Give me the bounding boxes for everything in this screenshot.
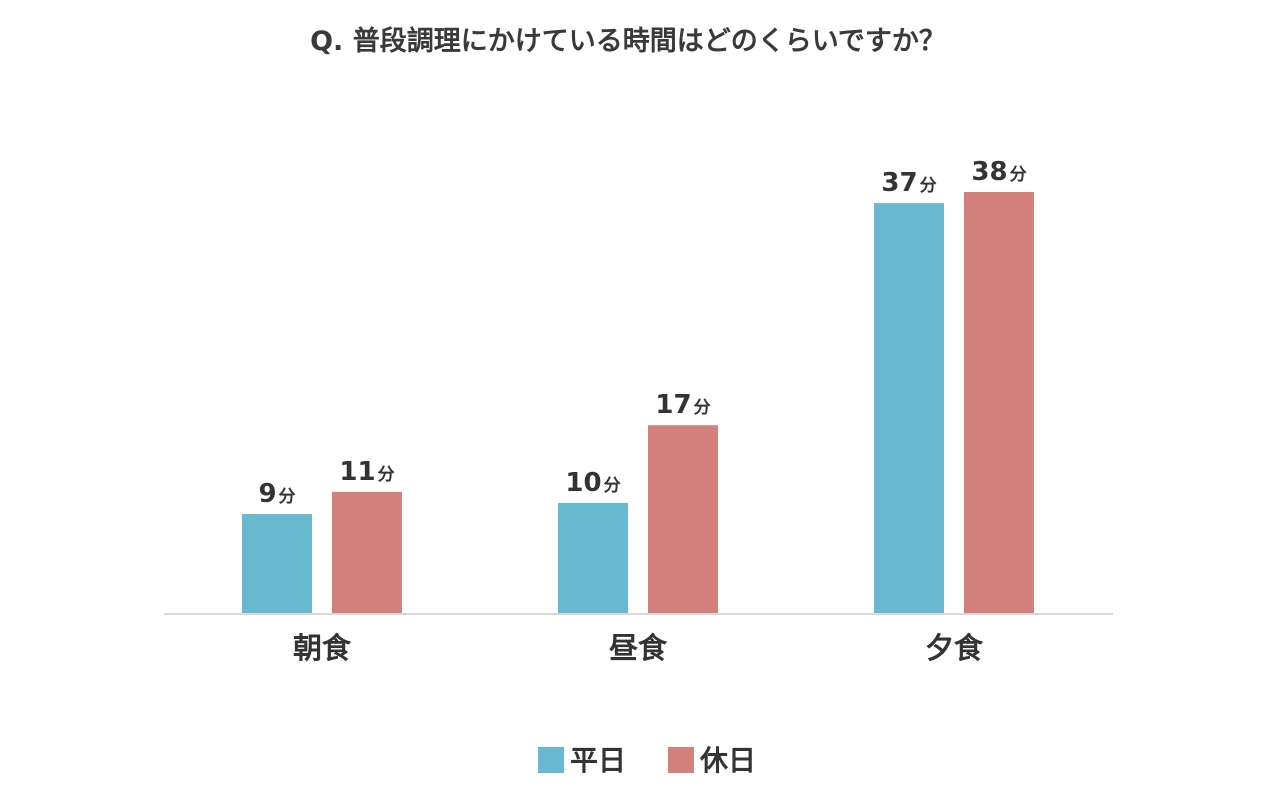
value-unit: 分 <box>920 176 937 196</box>
value-unit: 分 <box>604 476 621 496</box>
category-label-昼食: 昼食 <box>609 631 668 665</box>
value-unit: 分 <box>694 398 711 418</box>
bar-夕食-休日 <box>964 192 1034 614</box>
legend-label: 平日 <box>570 744 626 777</box>
value-labels-layer: 9 分11 分 10 分17 分37 分 38 分 <box>258 157 1026 509</box>
value-unit: 分 <box>1010 165 1027 185</box>
legend-label: 休日 <box>699 744 756 777</box>
value-number: 17 <box>655 390 691 420</box>
value-number: 37 <box>881 168 917 198</box>
value-number: 9 <box>258 479 276 509</box>
legend-swatch <box>668 747 694 773</box>
category-labels-layer: 朝食 昼食 夕食 <box>293 631 984 665</box>
value-label-昼食-休日: 17 分 <box>655 390 710 420</box>
bar-昼食-平日 <box>558 502 628 614</box>
value-unit: 分 <box>378 465 395 485</box>
chart-title: Q. 普段調理にかけている時間はどのくらいですか？ <box>310 25 946 57</box>
legend-item-平日: 平日 <box>538 744 626 777</box>
value-label-朝食-休日: 11 分 <box>339 457 394 487</box>
bar-朝食-平日 <box>242 514 312 614</box>
value-unit: 分 <box>279 487 296 507</box>
category-label-朝食: 朝食 <box>293 631 352 665</box>
legend: 平日 休日 <box>538 744 756 777</box>
value-number: 11 <box>339 457 375 487</box>
bar-昼食-休日 <box>648 425 718 614</box>
legend-item-休日: 休日 <box>668 744 756 777</box>
value-label-夕食-休日: 38 分 <box>971 157 1026 187</box>
value-number: 38 <box>971 157 1007 187</box>
legend-swatch <box>538 747 564 773</box>
bars-layer <box>242 192 1034 614</box>
bar-朝食-休日 <box>332 491 402 614</box>
value-label-昼食-平日: 10 分 <box>565 468 620 498</box>
value-number: 10 <box>565 468 601 498</box>
value-label-夕食-平日: 37 分 <box>881 168 936 198</box>
category-label-夕食: 夕食 <box>925 631 984 665</box>
bar-夕食-平日 <box>874 203 944 614</box>
